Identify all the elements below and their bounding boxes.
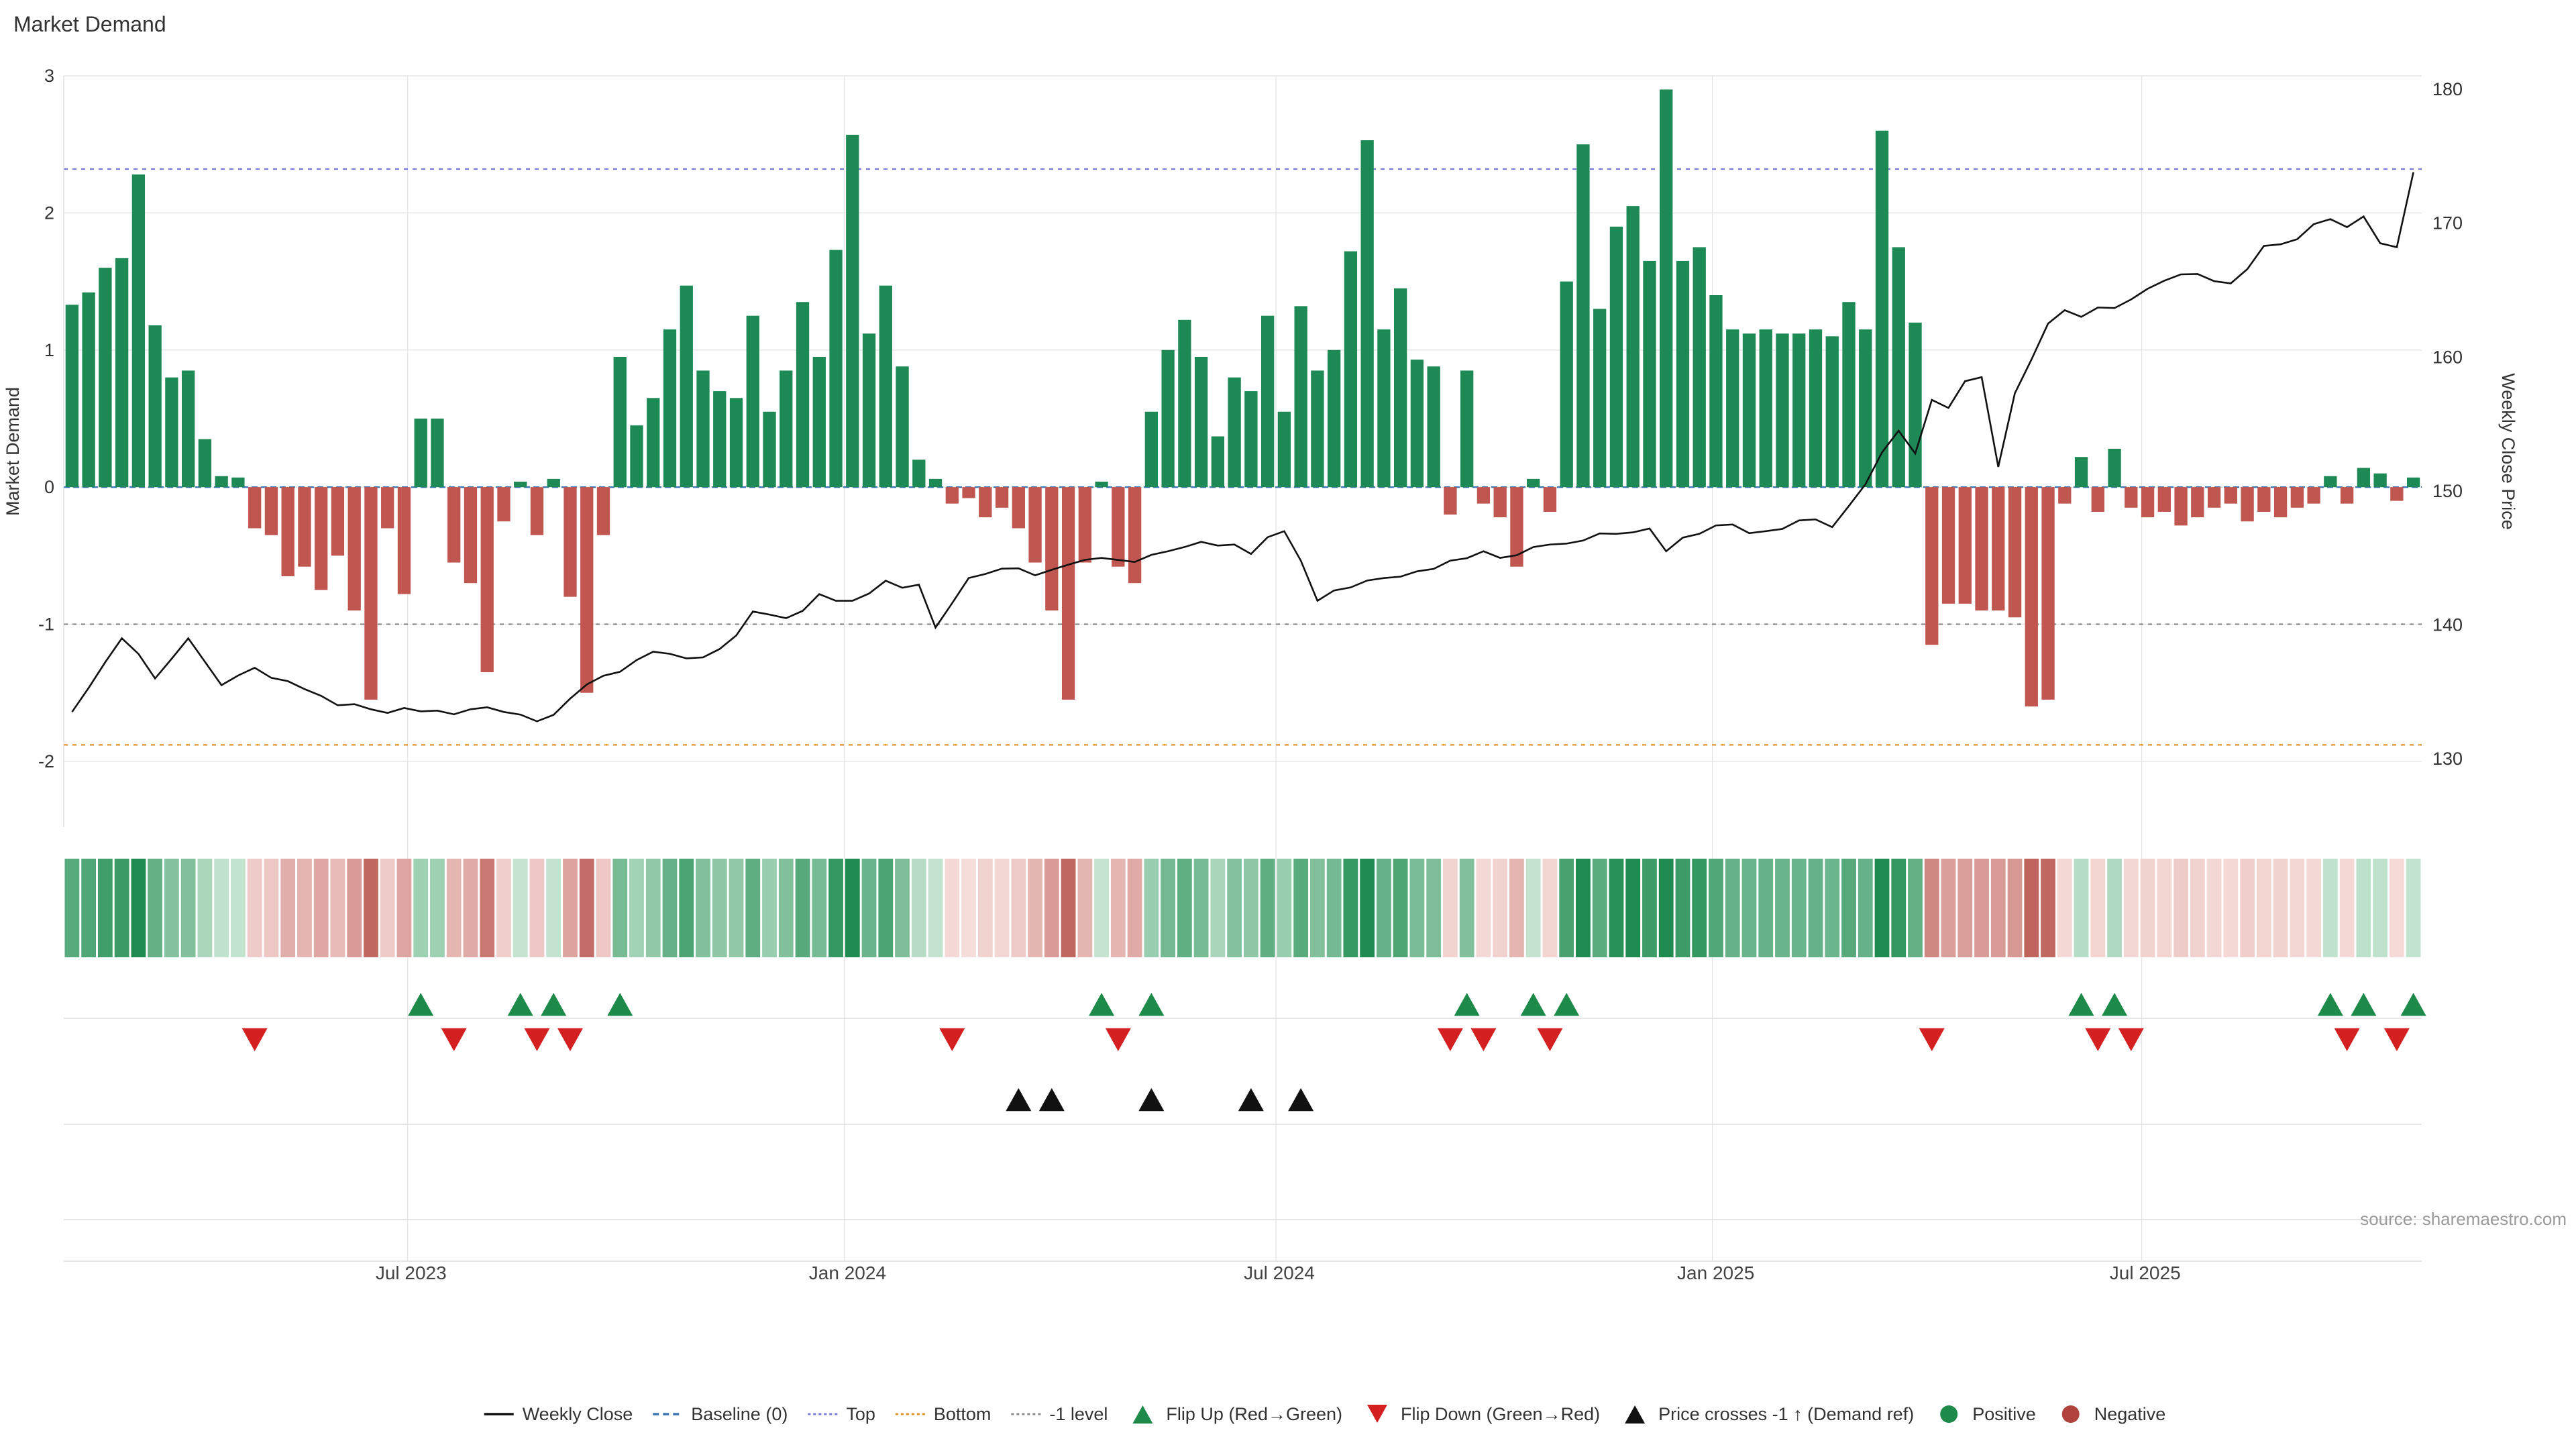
svg-text:Jan 2024: Jan 2024	[809, 1263, 886, 1283]
svg-text:160: 160	[2432, 347, 2463, 367]
svg-text:140: 140	[2432, 615, 2463, 635]
svg-text:Weekly Close Price: Weekly Close Price	[2498, 373, 2518, 530]
svg-text:Negative: Negative	[2094, 1404, 2166, 1424]
svg-text:Bottom: Bottom	[934, 1404, 991, 1424]
svg-text:Flip Up (Red→Green): Flip Up (Red→Green)	[1166, 1404, 1342, 1424]
svg-text:Jul 2025: Jul 2025	[2110, 1263, 2181, 1283]
svg-text:Jul 2024: Jul 2024	[1244, 1263, 1315, 1283]
svg-text:3: 3	[44, 66, 54, 86]
svg-text:Flip Down (Green→Red): Flip Down (Green→Red)	[1401, 1404, 1600, 1424]
svg-text:170: 170	[2432, 213, 2463, 233]
svg-text:Market Demand: Market Demand	[3, 387, 23, 516]
svg-text:Weekly Close: Weekly Close	[523, 1404, 633, 1424]
svg-text:Jan 2025: Jan 2025	[1677, 1263, 1754, 1283]
svg-text:Positive: Positive	[1972, 1404, 2036, 1424]
svg-text:2: 2	[44, 203, 54, 223]
svg-text:Top: Top	[846, 1404, 875, 1424]
svg-text:0: 0	[44, 477, 54, 497]
svg-text:-1 level: -1 level	[1049, 1404, 1108, 1424]
svg-text:-1: -1	[38, 614, 54, 635]
svg-text:-2: -2	[38, 751, 54, 771]
svg-text:Price crosses -1 ↑ (Demand ref: Price crosses -1 ↑ (Demand ref)	[1658, 1404, 1914, 1424]
svg-text:150: 150	[2432, 481, 2463, 501]
svg-text:Jul 2023: Jul 2023	[376, 1263, 447, 1283]
svg-text:180: 180	[2432, 79, 2463, 99]
svg-text:Baseline (0): Baseline (0)	[691, 1404, 788, 1424]
svg-text:1: 1	[44, 340, 54, 360]
svg-text:130: 130	[2432, 749, 2463, 769]
svg-text:source: sharemaestro.com: source: sharemaestro.com	[2360, 1209, 2567, 1229]
